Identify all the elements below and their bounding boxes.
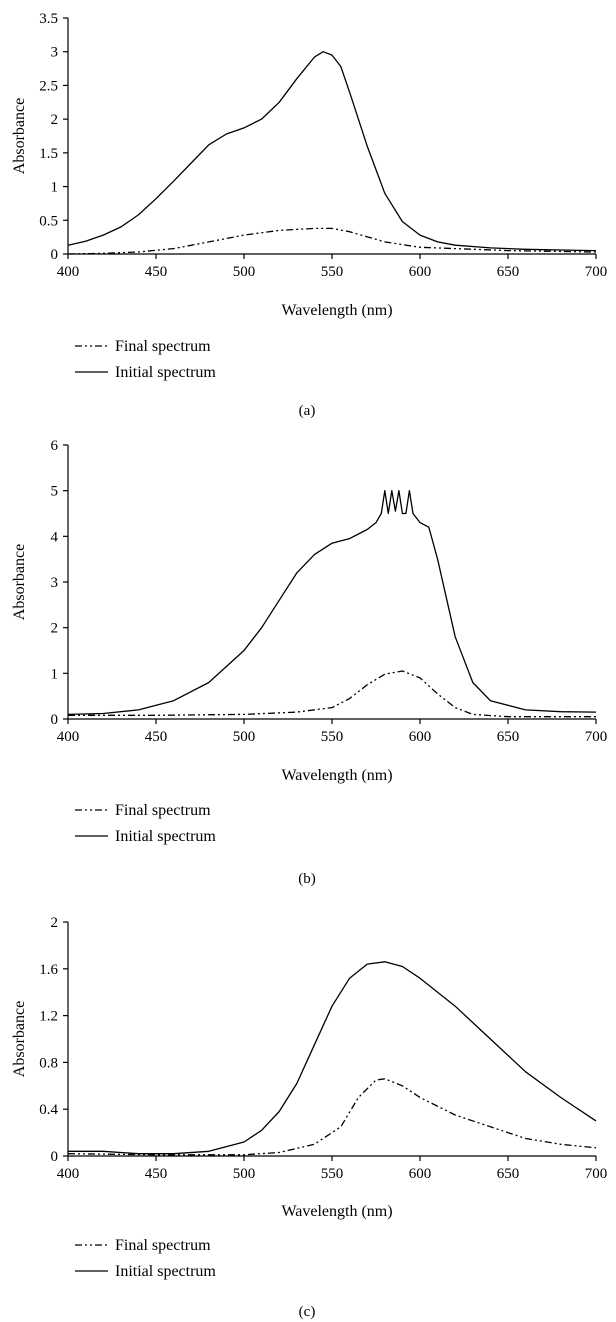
- x-tick-label: 650: [497, 729, 520, 745]
- y-tick-label: 2.5: [39, 78, 58, 94]
- panel-caption: (b): [298, 871, 316, 887]
- y-tick-label: 2: [51, 915, 59, 931]
- series-line-initial-spectrum: [68, 961, 597, 1155]
- x-tick-label: 600: [409, 1166, 432, 1182]
- x-tick-label: 500: [233, 264, 256, 280]
- x-tick-label: 550: [321, 1166, 344, 1182]
- series-line-final-spectrum: [67, 227, 597, 255]
- chart-panel-3: 400 450 500 550 600 650 700 0 0.4 0.8 1.2 1.6 2 Wavel…: [11, 915, 607, 1320]
- x-axis-label: Wavelength (nm): [281, 1203, 392, 1220]
- x-tick-label: 400: [57, 264, 80, 280]
- x-tick-label: 600: [409, 264, 432, 280]
- x-tick-label: 650: [497, 1166, 520, 1182]
- x-axis-label: Wavelength (nm): [281, 767, 392, 784]
- y-tick-label: 4: [51, 529, 59, 545]
- legend-label: Initial spectrum: [115, 828, 216, 845]
- y-tick-label: 0: [51, 247, 59, 263]
- x-tick-label: 700: [585, 729, 608, 745]
- chart-panel-1: 400 450 500 550 600 650 700 0 0.5 1 1.5 2 2.5 3 3.5 Wav…: [11, 11, 607, 419]
- x-tick-label: 700: [585, 1166, 608, 1182]
- chart-panel-2: 400 450 500 550 600 650 700 0 1 2 3 4 5 6 Wavelength (…: [11, 438, 607, 887]
- x-axis-label: Wavelength (nm): [281, 302, 392, 319]
- y-axis-label: Absorbance: [11, 544, 28, 620]
- x-tick-label: 450: [145, 729, 168, 745]
- panel-caption: (c): [299, 1304, 316, 1320]
- panel-caption: (a): [299, 403, 316, 419]
- y-tick-label: 1.6: [39, 962, 58, 978]
- y-tick-label: 2: [51, 112, 59, 128]
- y-tick-label: 0: [51, 1149, 59, 1165]
- y-tick-label: 5: [51, 484, 59, 500]
- x-tick-label: 550: [321, 264, 344, 280]
- series-line-final-spectrum: [68, 670, 596, 718]
- legend-label: Initial spectrum: [115, 1263, 216, 1280]
- y-tick-label: 1.5: [39, 146, 58, 162]
- y-tick-label: 0: [51, 712, 59, 728]
- y-tick-label: 0.8: [39, 1055, 58, 1071]
- y-tick-label: 3: [51, 575, 59, 591]
- y-axis-label: Absorbance: [11, 1001, 28, 1077]
- y-tick-label: 1: [51, 666, 59, 682]
- y-tick-label: 1: [51, 180, 59, 196]
- legend-label: Final spectrum: [115, 1237, 211, 1254]
- x-tick-label: 600: [409, 729, 432, 745]
- legend-label: Final spectrum: [115, 802, 211, 819]
- series-line-final-spectrum: [67, 1078, 597, 1156]
- x-tick-label: 400: [57, 1166, 80, 1182]
- legend-label: Final spectrum: [115, 338, 211, 355]
- y-tick-label: 1.2: [39, 1009, 58, 1025]
- legend-label: Initial spectrum: [115, 364, 216, 381]
- y-axis-label: Absorbance: [11, 98, 28, 174]
- x-tick-label: 500: [233, 1166, 256, 1182]
- y-tick-label: 3: [51, 45, 59, 61]
- y-tick-label: 6: [51, 438, 59, 454]
- x-tick-label: 400: [57, 729, 80, 745]
- x-tick-label: 450: [145, 264, 168, 280]
- x-tick-label: 450: [145, 1166, 168, 1182]
- x-tick-label: 650: [497, 264, 520, 280]
- y-tick-label: 2: [51, 621, 59, 637]
- x-tick-label: 500: [233, 729, 256, 745]
- y-tick-label: 0.5: [39, 213, 58, 229]
- y-tick-label: 0.4: [39, 1102, 58, 1118]
- x-tick-label: 550: [321, 729, 344, 745]
- x-tick-label: 700: [585, 264, 608, 280]
- y-tick-label: 3.5: [39, 11, 58, 27]
- series-line-initial-spectrum: [67, 51, 597, 252]
- series-line-initial-spectrum: [67, 490, 597, 716]
